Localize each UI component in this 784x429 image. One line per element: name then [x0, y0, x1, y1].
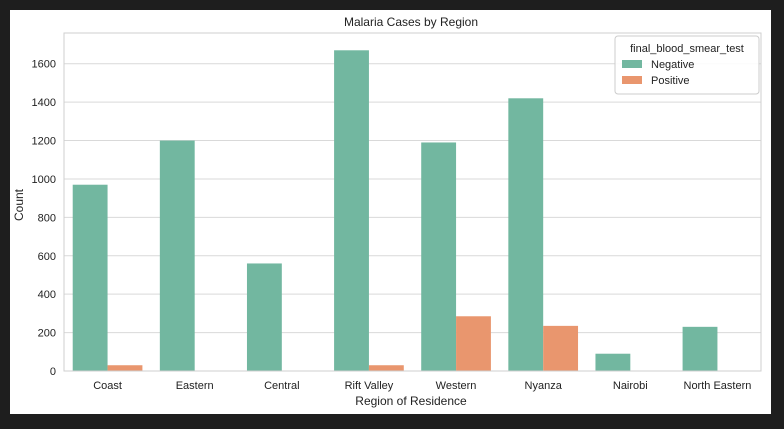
x-axis-title: Region of Residence	[355, 394, 467, 408]
x-tick-label: Central	[264, 380, 299, 392]
plot-area-border	[63, 32, 762, 372]
y-tick-label: 200	[38, 328, 56, 340]
bar-positive	[543, 325, 579, 371]
bar-negative	[508, 98, 544, 371]
legend-swatch	[622, 60, 642, 68]
bar-negative	[595, 353, 631, 371]
legend: final_blood_smear_test Negative Positive	[614, 35, 760, 95]
legend-label: Positive	[651, 75, 690, 87]
bar-negative	[334, 50, 369, 372]
y-tick-label: 0	[50, 366, 56, 378]
chart-frame: Malaria Cases by Region Count Region of …	[10, 10, 771, 414]
y-tick-label: 1600	[32, 59, 56, 71]
y-axis-title: Count	[12, 188, 26, 221]
y-tick-label: 1400	[32, 97, 56, 109]
bar-positive	[456, 316, 491, 371]
legend-swatch	[622, 76, 642, 84]
legend-title: final_blood_smear_test	[630, 43, 744, 55]
bar-negative	[682, 326, 718, 371]
x-tick-label: Nairobi	[613, 380, 648, 392]
x-tick-label: North Eastern	[684, 380, 752, 392]
y-tick-label: 1000	[32, 174, 56, 186]
bar-negative	[246, 263, 282, 371]
legend-box	[614, 35, 760, 95]
bar-negative	[159, 140, 195, 371]
y-tick-label: 800	[38, 212, 56, 224]
y-tick-label: 1200	[32, 136, 56, 148]
bar-negative	[72, 184, 108, 371]
x-tick-label: Western	[436, 380, 477, 392]
bar-negative	[421, 142, 457, 371]
x-tick-label: Coast	[93, 380, 122, 392]
legend-label: Negative	[651, 59, 694, 71]
x-tick-label: Nyanza	[525, 380, 563, 392]
chart-title: Malaria Cases by Region	[344, 15, 478, 29]
x-tick-label: Rift Valley	[345, 380, 394, 392]
x-tick-label: Eastern	[176, 380, 214, 392]
bar-chart: Malaria Cases by Region Count Region of …	[12, 15, 762, 408]
y-tick-label: 600	[38, 251, 56, 263]
y-tick-label: 400	[38, 289, 56, 301]
bar-positive	[107, 365, 143, 371]
bar-positive	[368, 365, 404, 371]
